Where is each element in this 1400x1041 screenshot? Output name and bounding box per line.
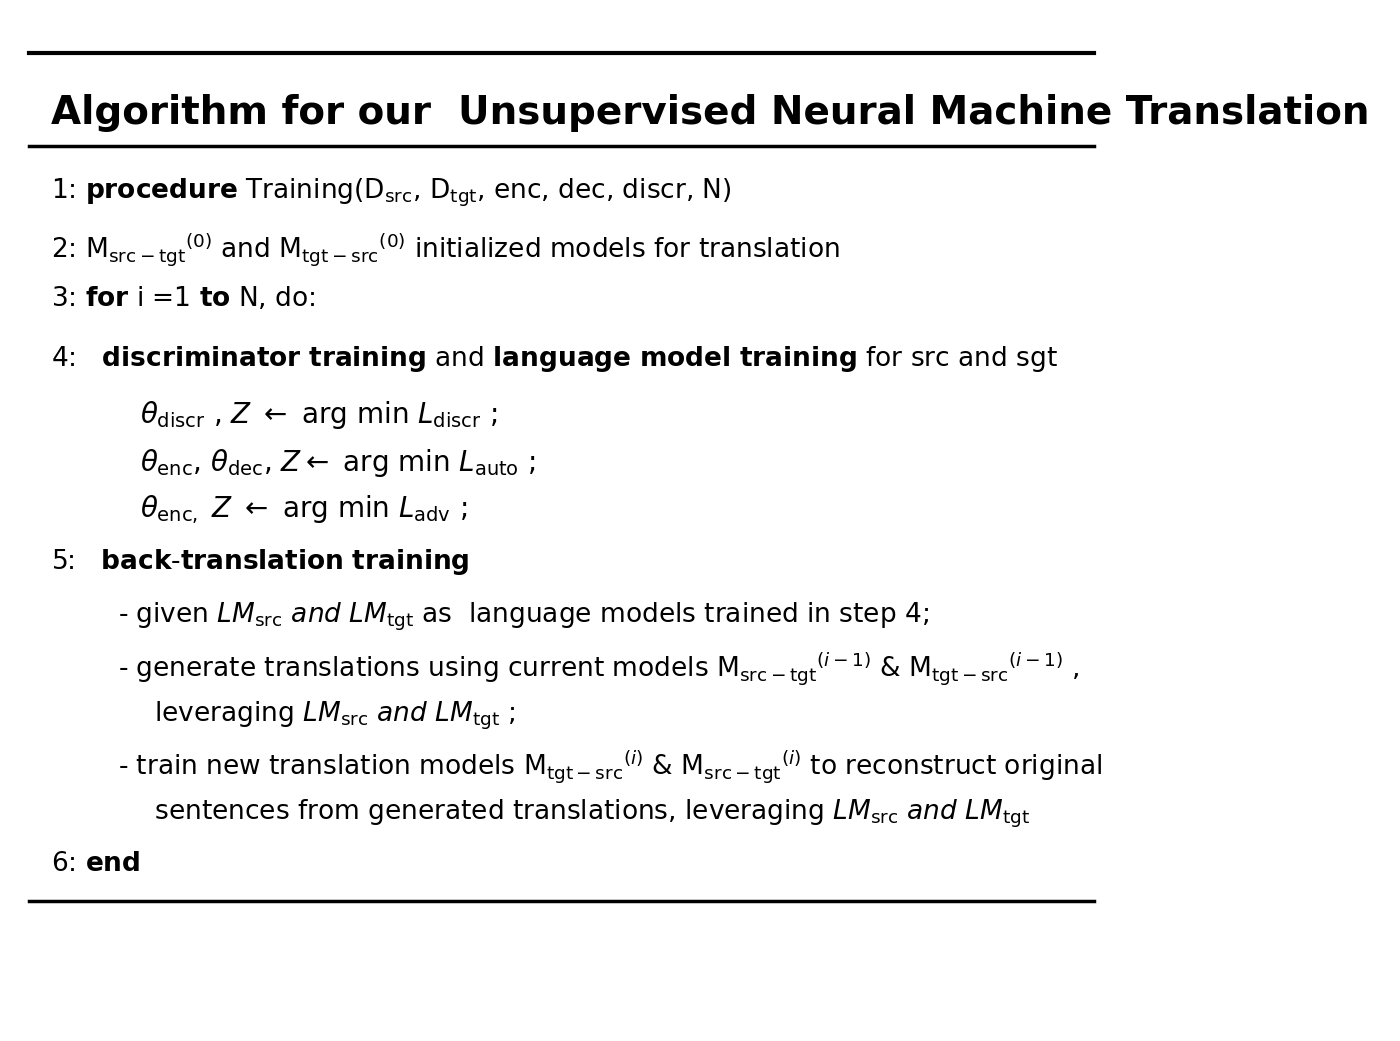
Text: 1: $\mathbf{procedure}$ Training(D$_{\mathsf{src}}$, D$_{\mathsf{tgt}}$, enc, de: 1: $\mathbf{procedure}$ Training(D$_{\ma… [52,176,732,208]
Text: - given $\mathit{LM}_{\mathsf{src}}$ $\mathit{and}$ $\mathit{LM}_{\mathsf{tgt}}$: - given $\mathit{LM}_{\mathsf{src}}$ $\m… [118,601,928,633]
Text: 3: $\mathbf{for}$ i =1 $\mathbf{to}$ N, do:: 3: $\mathbf{for}$ i =1 $\mathbf{to}$ N, … [52,285,315,312]
Text: 5:   $\mathbf{back\text{-}translation\ training}$: 5: $\mathbf{back\text{-}translation\ tra… [52,548,470,577]
Text: $\theta_{\mathsf{enc,}}$ $\mathit{Z}$ $\leftarrow$ arg min $L_{\mathsf{adv}}$ ;: $\theta_{\mathsf{enc,}}$ $\mathit{Z}$ $\… [140,493,468,527]
Text: leveraging $\mathit{LM}_{\mathsf{src}}$ $\mathit{and}$ $\mathit{LM}_{\mathsf{tgt: leveraging $\mathit{LM}_{\mathsf{src}}$ … [146,700,515,732]
Text: 4:   $\mathbf{discriminator\ training}$ and $\mathbf{language\ model\ training}$: 4: $\mathbf{discriminator\ training}$ an… [52,344,1058,374]
Text: $\theta_{\mathsf{discr}}$ , $\mathit{Z}$ $\leftarrow$ arg min $L_{\mathsf{discr}: $\theta_{\mathsf{discr}}$ , $\mathit{Z}$… [140,400,497,431]
Text: - train new translation models M$_{\mathsf{tgt - src}}$$^{(i)}$ & M$_{\mathsf{sr: - train new translation models M$_{\math… [118,748,1102,785]
Text: 2: M$_{\mathsf{src - tgt}}$$^{(0)}$ and M$_{\mathsf{tgt - src}}$$^{(0)}$ initial: 2: M$_{\mathsf{src - tgt}}$$^{(0)}$ and … [52,231,840,268]
Text: 6: $\mathbf{end}$: 6: $\mathbf{end}$ [52,852,140,878]
Text: Algorithm for our  Unsupervised Neural Machine Translation: Algorithm for our Unsupervised Neural Ma… [52,95,1369,132]
Text: sentences from generated translations, leveraging $\mathit{LM}_{\mathsf{src}}$ $: sentences from generated translations, l… [146,797,1029,830]
Text: - generate translations using current models M$_{\mathsf{src - tgt}}$$^{(i-1)}$ : - generate translations using current mo… [118,650,1079,687]
Text: $\theta_{\mathsf{enc}}$, $\theta_{\mathsf{dec}}$, $\mathit{Z}$$\leftarrow$ arg m: $\theta_{\mathsf{enc}}$, $\theta_{\maths… [140,447,536,479]
